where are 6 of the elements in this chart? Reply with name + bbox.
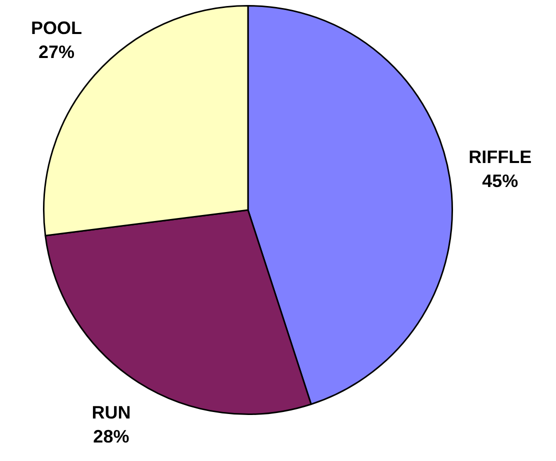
data-label: 45% xyxy=(482,171,518,192)
slice-label: POOL xyxy=(30,18,82,38)
data-label: 27% xyxy=(38,42,75,62)
slice-label: RIFFLE xyxy=(468,147,532,168)
data-label: 28% xyxy=(93,426,130,447)
slice-label: RUN xyxy=(92,402,131,423)
